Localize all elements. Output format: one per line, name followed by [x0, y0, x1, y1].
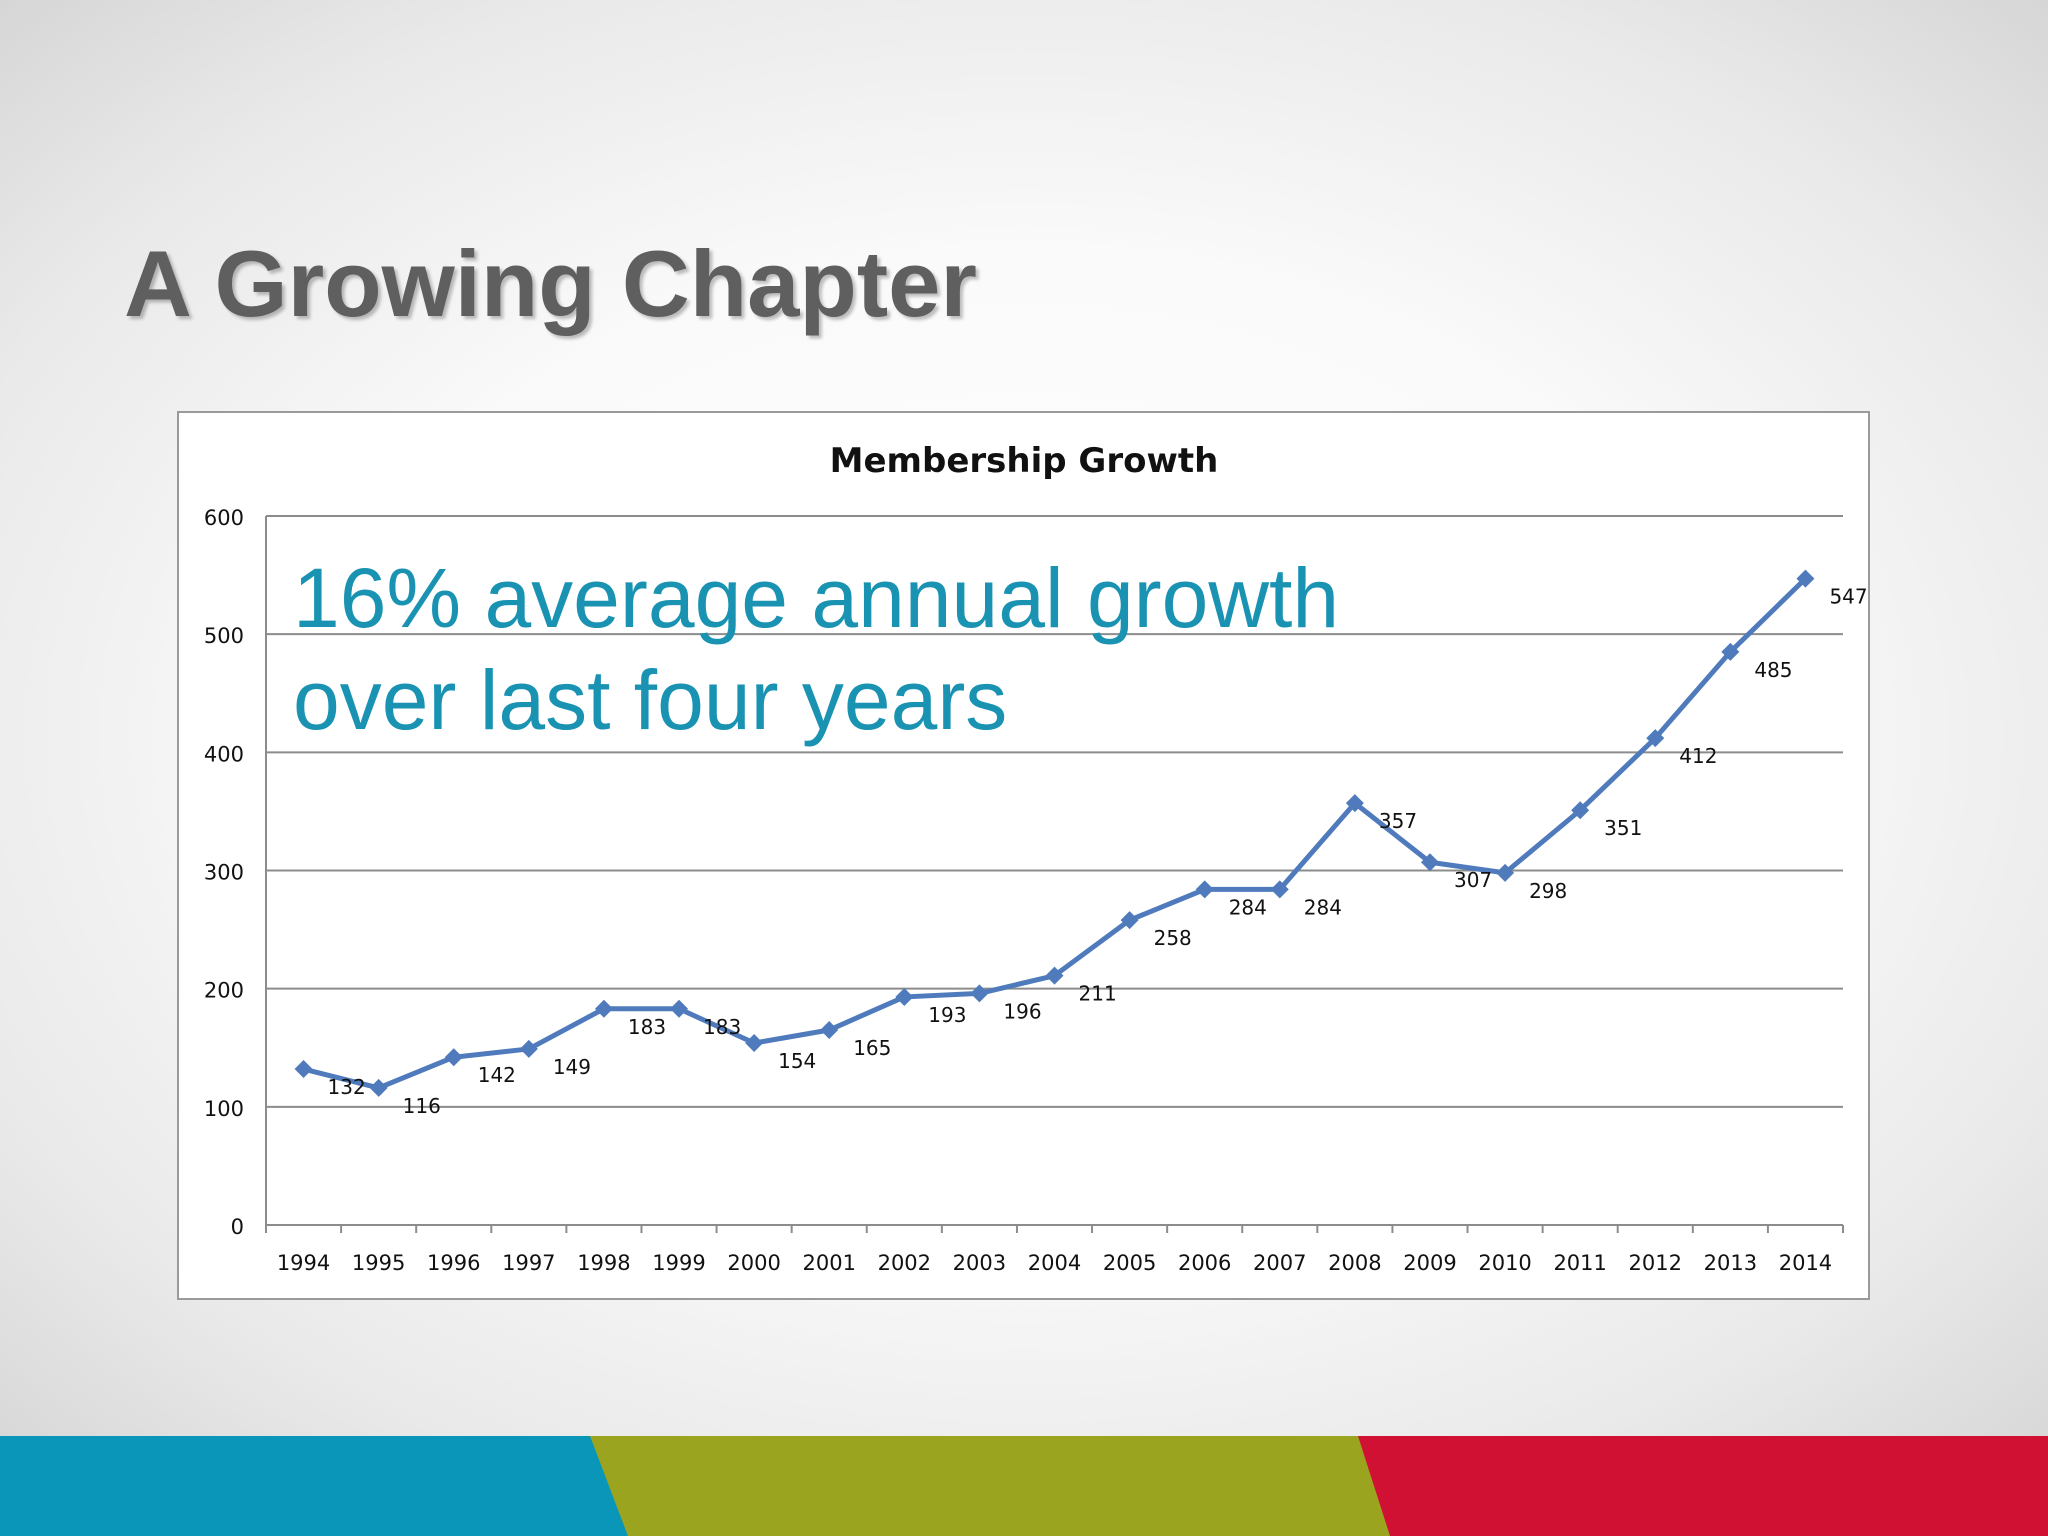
data-label: 193 [928, 1003, 966, 1027]
footer-band-blue [0, 1436, 640, 1536]
data-label: 196 [1003, 999, 1041, 1023]
data-point-marker [1571, 801, 1590, 820]
data-point-marker [1120, 911, 1139, 930]
data-point-marker [1270, 880, 1289, 899]
data-point-marker [670, 999, 689, 1018]
data-label: 154 [778, 1049, 816, 1073]
x-tick-label: 1998 [577, 1251, 630, 1275]
data-point-marker [1496, 863, 1515, 882]
chart-title: Membership Growth [830, 441, 1219, 481]
data-point-marker [1045, 966, 1064, 985]
x-tick-label: 1995 [352, 1251, 405, 1275]
data-point-marker [820, 1021, 839, 1040]
data-label: 284 [1304, 895, 1342, 919]
x-tick-label: 2014 [1779, 1251, 1832, 1275]
data-point-marker [294, 1060, 313, 1079]
x-tick-label: 2008 [1328, 1251, 1381, 1275]
data-label: 165 [853, 1036, 891, 1060]
x-tick-label: 1997 [502, 1251, 555, 1275]
membership-growth-chart: Membership Growth 0 100 200 300 400 500 600 199… [204, 441, 1868, 1275]
x-tick-label: 1996 [427, 1251, 480, 1275]
data-point-marker [970, 984, 989, 1003]
x-tick-label: 2002 [878, 1251, 931, 1275]
y-tick-label: 0 [231, 1215, 244, 1239]
data-label: 142 [478, 1063, 516, 1087]
data-point-marker [1721, 642, 1740, 661]
x-tick-label: 2012 [1629, 1251, 1682, 1275]
data-label: 412 [1679, 744, 1717, 768]
data-label: 258 [1154, 926, 1192, 950]
y-tick-label: 200 [204, 979, 244, 1003]
data-label: 149 [553, 1055, 591, 1079]
x-tick-label: 2006 [1178, 1251, 1231, 1275]
data-label: 183 [703, 1015, 741, 1039]
y-tick-label: 500 [204, 624, 244, 648]
callout-line-2: over last four years [293, 653, 1008, 747]
data-point-marker [895, 987, 914, 1006]
x-tick-label: 2013 [1704, 1251, 1757, 1275]
x-tick-label: 2009 [1403, 1251, 1456, 1275]
data-point-marker [1420, 853, 1439, 872]
x-tick-label: 2007 [1253, 1251, 1306, 1275]
data-point-marker [1796, 569, 1815, 588]
x-tick-label: 2001 [802, 1251, 855, 1275]
chart-container: Membership Growth 0 100 200 300 400 500 600 199… [177, 411, 1870, 1300]
data-point-marker [444, 1048, 463, 1067]
footer-band-green [590, 1436, 1400, 1536]
data-label: 183 [628, 1015, 666, 1039]
growth-callout: 16% average annual growth over last four… [293, 547, 1339, 751]
x-tick-label: 1999 [652, 1251, 705, 1275]
data-label: 351 [1604, 816, 1642, 840]
data-label: 116 [403, 1094, 441, 1118]
callout-line-1: 16% average annual growth [293, 551, 1340, 645]
x-tick-label: 2000 [727, 1251, 780, 1275]
data-label: 284 [1229, 895, 1267, 919]
x-tick-label: 2003 [953, 1251, 1006, 1275]
data-point-marker [745, 1034, 764, 1053]
slide-title: A Growing Chapter [124, 231, 977, 336]
data-label: 307 [1454, 868, 1492, 892]
data-label: 547 [1829, 585, 1867, 609]
footer-band-red [1358, 1436, 2048, 1536]
y-tick-label: 100 [204, 1097, 244, 1121]
data-point-marker [369, 1078, 388, 1097]
data-point-marker [1646, 729, 1665, 748]
x-tick-label: 2010 [1478, 1251, 1531, 1275]
y-tick-label: 300 [204, 861, 244, 885]
data-label: 357 [1379, 809, 1417, 833]
data-label: 485 [1754, 658, 1792, 682]
data-label: 298 [1529, 879, 1567, 903]
data-point-marker [519, 1039, 538, 1058]
y-tick-label: 400 [204, 742, 244, 766]
x-tick-label: 1994 [277, 1251, 330, 1275]
data-label: 211 [1079, 982, 1117, 1006]
data-point-marker [1345, 794, 1364, 813]
x-tick-label: 2005 [1103, 1251, 1156, 1275]
x-tick-label: 2004 [1028, 1251, 1081, 1275]
data-label: 132 [328, 1075, 366, 1099]
data-point-marker [1195, 880, 1214, 899]
y-tick-label: 600 [204, 506, 244, 530]
data-point-marker [594, 999, 613, 1018]
x-tick-label: 2011 [1553, 1251, 1606, 1275]
